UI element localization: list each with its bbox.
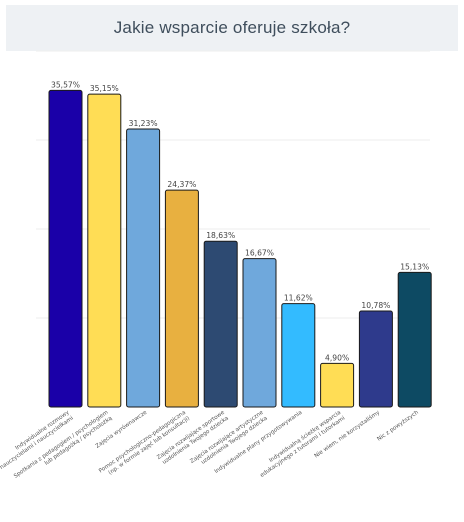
chart-title: Jakie wsparcie oferuje szkoła?: [113, 18, 351, 37]
bar: [203, 240, 238, 408]
bar: [48, 89, 83, 408]
category-label: Nic z powyższych: [376, 409, 420, 442]
value-label: 15,13%: [400, 262, 429, 271]
value-label: 16,67%: [245, 249, 274, 258]
bar: [242, 258, 277, 408]
value-label: 10,78%: [361, 301, 390, 310]
bar: [397, 271, 432, 408]
value-label: 11,62%: [284, 294, 313, 303]
bars: [48, 89, 432, 408]
value-labels: 35,57% 35,15% 31,23% 24,37% 18,63% 16,67% 11,6…: [51, 80, 429, 362]
value-label: 31,23%: [129, 119, 158, 128]
value-label: 24,37%: [167, 180, 196, 189]
bar: [358, 310, 393, 408]
bar: [87, 93, 122, 408]
bar: [126, 128, 161, 408]
bar: [281, 303, 316, 408]
category-label-line: Indywidualną ścieżkę wsparcia: [268, 409, 343, 464]
category-label-line: Nic z powyższych: [376, 409, 420, 442]
value-label: 35,57%: [51, 80, 80, 89]
value-label: 18,63%: [206, 231, 235, 240]
value-label: 4,90%: [325, 353, 349, 362]
bar: [164, 189, 199, 408]
chart-header: Jakie wsparcie oferuje szkoła?: [6, 5, 458, 51]
value-label: 35,15%: [90, 84, 119, 93]
bar: [320, 362, 355, 408]
category-labels: Indywidualne rozmowyz nauczycielami i na…: [0, 409, 420, 480]
